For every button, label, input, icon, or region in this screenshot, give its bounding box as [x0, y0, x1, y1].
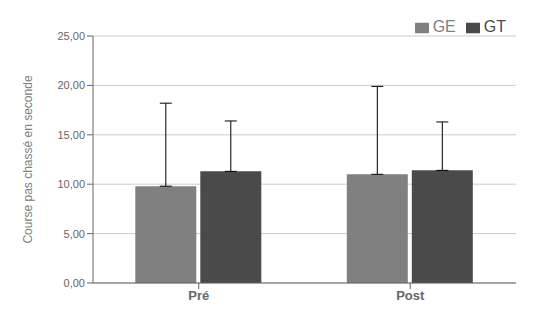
html-text:GE: GE — [432, 18, 456, 35]
svg-text:5,00: 5,00 — [64, 228, 85, 240]
svg-text:Pré: Pré — [188, 288, 209, 303]
svg-text:25,00: 25,00 — [57, 30, 85, 42]
html-text:GT: GT — [483, 18, 506, 35]
svg-text:Course pas chassé en seconde: Course pas chassé en seconde — [21, 75, 35, 243]
svg-text:10,00: 10,00 — [57, 178, 85, 190]
svg-text:20,00: 20,00 — [57, 79, 85, 91]
svg-text:15,00: 15,00 — [57, 129, 85, 141]
svg-text:0,00: 0,00 — [64, 277, 85, 289]
svg-text:Post: Post — [396, 288, 425, 303]
